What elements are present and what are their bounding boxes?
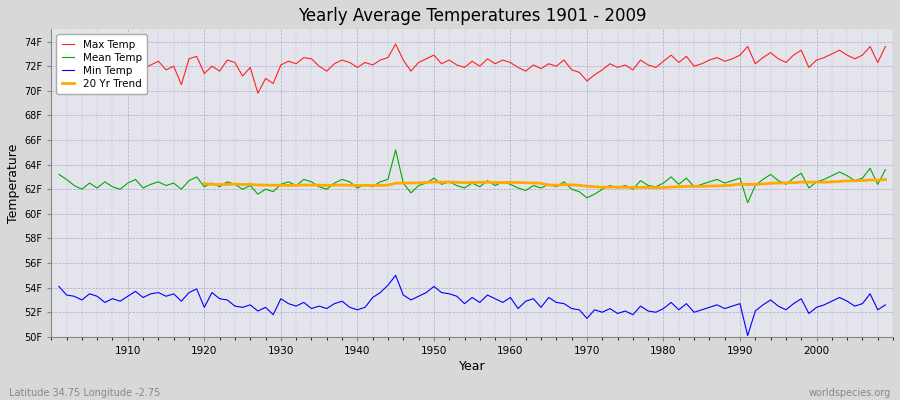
Min Temp [513, 306, 524, 311]
Mean Temp [329, 181, 340, 186]
20 Yr Trend [505, 180, 516, 185]
Max Temp [114, 75, 125, 80]
Max Temp [253, 91, 264, 96]
Line: Min Temp: Min Temp [58, 275, 886, 336]
Mean Temp [391, 148, 401, 152]
20 Yr Trend [597, 185, 608, 190]
20 Yr Trend [880, 177, 891, 182]
20 Yr Trend [498, 180, 508, 185]
Min Temp [284, 301, 294, 306]
Line: Max Temp: Max Temp [58, 44, 886, 93]
Max Temp [520, 69, 531, 74]
Mean Temp [513, 186, 524, 190]
Max Temp [337, 58, 347, 62]
Min Temp [605, 306, 616, 311]
Mean Temp [284, 180, 294, 184]
Min Temp [114, 299, 125, 304]
Line: Mean Temp: Mean Temp [58, 150, 886, 203]
X-axis label: Year: Year [459, 360, 485, 373]
Y-axis label: Temperature: Temperature [7, 143, 20, 223]
Mean Temp [114, 187, 125, 192]
Mean Temp [505, 182, 516, 187]
Text: Latitude 34.75 Longitude -2.75: Latitude 34.75 Longitude -2.75 [9, 388, 160, 398]
Max Temp [880, 44, 891, 49]
Text: worldspecies.org: worldspecies.org [809, 388, 891, 398]
Min Temp [505, 295, 516, 300]
Min Temp [742, 333, 753, 338]
Max Temp [391, 42, 401, 46]
20 Yr Trend [284, 183, 294, 188]
Title: Yearly Average Temperatures 1901 - 2009: Yearly Average Temperatures 1901 - 2009 [298, 7, 646, 25]
Mean Temp [880, 167, 891, 172]
Mean Temp [605, 183, 616, 188]
Max Temp [612, 65, 623, 70]
Min Temp [53, 284, 64, 289]
Max Temp [291, 61, 302, 66]
Max Temp [513, 65, 524, 70]
Min Temp [391, 273, 401, 278]
Mean Temp [53, 172, 64, 177]
Mean Temp [742, 200, 753, 205]
Min Temp [880, 302, 891, 307]
Line: 20 Yr Trend: 20 Yr Trend [204, 180, 886, 188]
Max Temp [53, 54, 64, 59]
Legend: Max Temp, Mean Temp, Min Temp, 20 Yr Trend: Max Temp, Mean Temp, Min Temp, 20 Yr Tre… [57, 34, 147, 94]
Min Temp [329, 301, 340, 306]
20 Yr Trend [329, 183, 340, 188]
